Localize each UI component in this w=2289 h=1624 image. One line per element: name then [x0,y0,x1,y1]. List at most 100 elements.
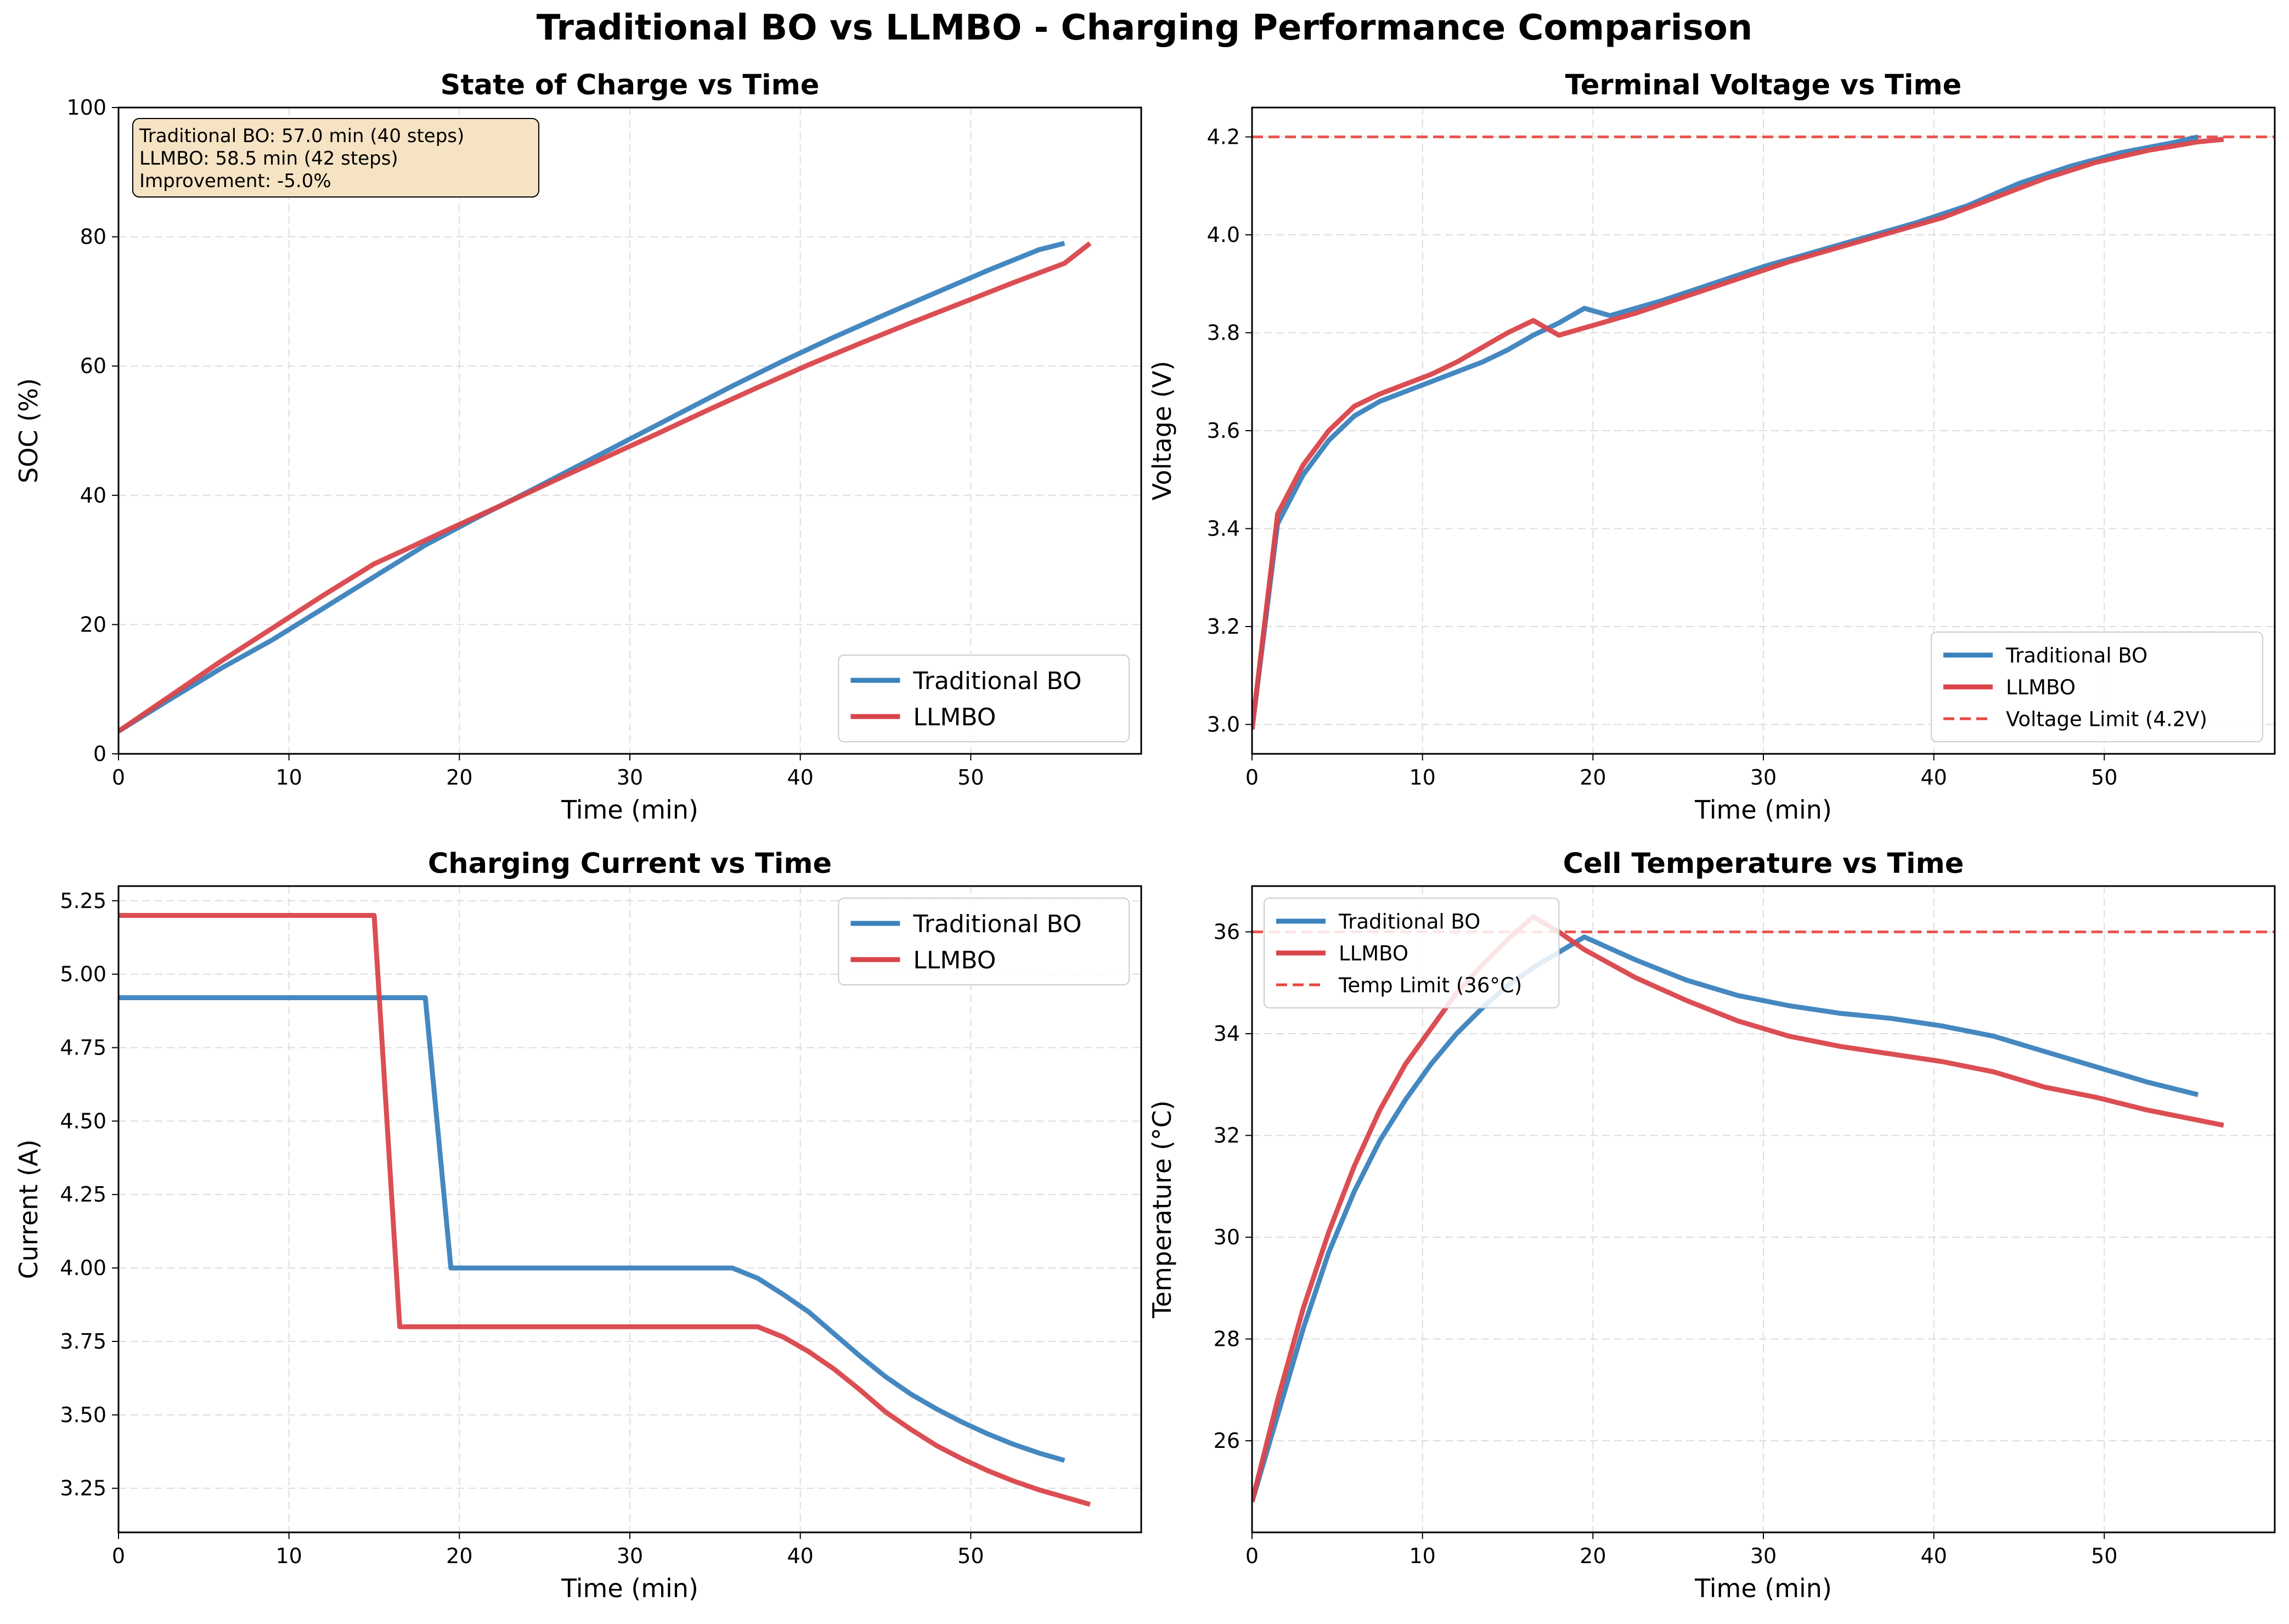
soc-ytick-label-80: 80 [80,225,106,249]
current-xtick-label-50: 50 [957,1544,984,1568]
voltage-traditional-bo-line [1252,134,2199,730]
current-ytick-label-3.50: 3.50 [60,1403,106,1427]
soc-ylabel: SOC (%) [14,378,43,483]
soc-annotation-line-0: Traditional BO: 57.0 min (40 steps) [139,125,464,147]
soc-traditional-bo-line [119,241,1065,734]
temperature-traditional-bo-line [1252,934,2199,1503]
soc-legend-box [838,655,1130,742]
voltage-axes-frame [1251,106,2276,755]
current-ytick-label-4.50: 4.50 [60,1109,106,1133]
temperature-title: Cell Temperature vs Time [1563,848,1964,880]
current-xtick-label-10: 10 [275,1544,302,1568]
current-title: Charging Current vs Time [428,848,832,880]
temperature-xlabel: Time (min) [1694,1574,1832,1603]
soc-xtick-label-50: 50 [957,765,984,790]
temperature-xtick-label-20: 20 [1580,1544,1606,1568]
voltage-xtick-label-0: 0 [1245,765,1259,790]
soc-xtick-label-10: 10 [275,765,302,790]
voltage-xtick-label-50: 50 [2091,765,2117,790]
voltage-xlabel: Time (min) [1694,795,1832,825]
current-ytick-label-5.25: 5.25 [60,889,106,913]
temperature-ytick-label-36: 36 [1214,920,1240,944]
soc-axes-frame [117,106,1142,755]
current-ytick-label-5.00: 5.00 [60,962,106,986]
voltage-xtick-label-30: 30 [1750,765,1777,790]
voltage-ytick-label-3.8: 3.8 [1207,321,1240,345]
voltage-ytick-label-4.0: 4.0 [1207,223,1240,247]
soc-legend: Traditional BO LLMBO [838,655,1130,742]
temperature-xtick-label-10: 10 [1409,1544,1435,1568]
current-legend-label-llmbo-line: LLMBO [913,946,996,974]
soc-xtick-label-0: 0 [112,765,125,790]
temperature-legend-box [1264,898,1560,1008]
current-xtick-label-40: 40 [787,1544,813,1568]
current-legend: Traditional BO LLMBO [838,898,1130,985]
voltage-xtick-label-10: 10 [1409,765,1435,790]
current-legend-box [838,898,1130,985]
soc-annotation-line-2: Improvement: -5.0% [139,170,331,192]
soc-xtick-label-30: 30 [617,765,643,790]
figure-title: Traditional BO vs LLMBO - Charging Perfo… [536,8,1753,48]
soc-title: State of Charge vs Time [441,69,820,101]
voltage-ytick-label-3.0: 3.0 [1207,712,1240,736]
soc-xtick-label-40: 40 [787,765,813,790]
voltage-legend: Traditional BO LLMBO Voltage Limit (4.2V) [1931,631,2263,742]
voltage-llmbo-line [1252,137,2224,730]
soc-ytick-label-60: 60 [80,354,106,378]
current-ytick-label-3.25: 3.25 [60,1476,106,1501]
temperature-ylabel: Temperature (°C) [1147,1100,1177,1318]
temperature-legend: Traditional BO LLMBO Temp Limit (36°C) [1264,898,1560,1008]
current-ytick-label-4.00: 4.00 [60,1256,106,1280]
temperature-legend-label-llmbo-line: LLMBO [1339,941,1408,965]
soc-ytick-label-40: 40 [80,483,106,507]
soc-panel: 0 10 20 30 40 50 0 20 40 60 80 100 State of Charge v… [14,69,1142,825]
soc-annotation: Traditional BO: 57.0 min (40 steps)LLMBO… [132,118,539,198]
voltage-xtick-label-40: 40 [1920,765,1947,790]
voltage-panel: 0 10 20 30 40 50 3.0 3.2 3.4 3.6 3.8 4.0 4.2 Terminal… [1147,69,2276,825]
voltage-ylabel: Voltage (V) [1147,361,1177,501]
temperature-xtick-label-50: 50 [2091,1544,2117,1568]
temperature-legend-label-traditional-bo-line: Traditional BO [1338,910,1480,933]
current-ytick-label-4.75: 4.75 [60,1036,106,1060]
temperature-legend-label-limit: Temp Limit (36°C) [1338,973,1522,997]
soc-ytick-label-100: 100 [66,95,106,120]
temperature-ytick-label-32: 32 [1214,1124,1240,1148]
soc-annotation-line-1: LLMBO: 58.5 min (42 steps) [139,148,398,170]
voltage-legend-label-traditional-bo-line: Traditional BO [2005,644,2147,667]
soc-annotation-box [132,118,539,198]
temperature-ytick-label-34: 34 [1214,1022,1240,1046]
current-xtick-label-20: 20 [446,1544,472,1568]
voltage-title: Terminal Voltage vs Time [1565,69,1962,101]
current-traditional-bo-line [119,995,1065,1463]
current-panel: 0 10 20 30 40 50 3.25 3.50 3.75 4.00 4.25 4.50 4.75 5… [14,848,1142,1603]
voltage-legend-label-llmbo-line: LLMBO [2006,675,2076,699]
voltage-ytick-label-3.4: 3.4 [1207,516,1240,540]
current-llmbo-line [119,913,1091,1507]
temperature-ytick-label-26: 26 [1214,1429,1240,1453]
soc-xlabel: Time (min) [561,795,698,825]
current-ytick-label-3.75: 3.75 [60,1329,106,1354]
current-legend-label-traditional-bo-line: Traditional BO [912,910,1081,938]
temperature-axes-frame [1251,885,2276,1533]
current-xtick-label-30: 30 [617,1544,643,1568]
current-ytick-label-4.25: 4.25 [60,1182,106,1206]
temperature-ytick-label-30: 30 [1214,1225,1240,1249]
voltage-legend-box [1931,631,2263,742]
current-ylabel: Current (A) [14,1140,43,1279]
temperature-llmbo-line [1252,914,2224,1503]
current-xlabel: Time (min) [561,1574,698,1603]
soc-llmbo-line [119,241,1092,734]
temperature-ytick-label-28: 28 [1214,1327,1240,1351]
temperature-xtick-label-40: 40 [1920,1544,1947,1568]
soc-ytick-label-20: 20 [80,612,106,636]
voltage-ytick-label-3.6: 3.6 [1207,419,1240,443]
voltage-ytick-label-4.2: 4.2 [1207,125,1240,149]
soc-legend-label-traditional-bo-line: Traditional BO [912,667,1081,695]
current-axes-frame [117,885,1142,1533]
voltage-ytick-label-3.2: 3.2 [1207,614,1240,639]
voltage-xtick-label-20: 20 [1580,765,1606,790]
temperature-xtick-label-30: 30 [1750,1544,1777,1568]
voltage-legend-label-limit: Voltage Limit (4.2V) [2006,707,2207,731]
